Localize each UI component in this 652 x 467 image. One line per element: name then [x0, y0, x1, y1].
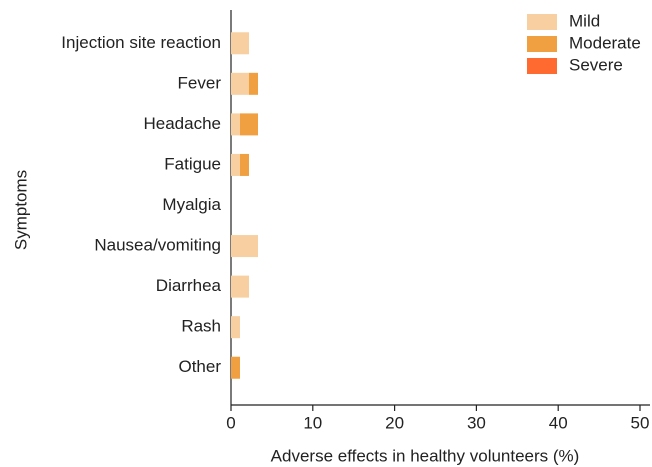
- bar-segment: [239, 153, 249, 176]
- x-tick-label: 20: [385, 413, 404, 432]
- y-tick-label: Headache: [143, 114, 221, 133]
- y-tick-label: Nausea/vomiting: [94, 236, 221, 255]
- bar-segment: [231, 316, 240, 339]
- legend-label: Mild: [569, 11, 600, 30]
- bar-segment: [248, 72, 258, 95]
- x-tick-label: 40: [549, 413, 568, 432]
- legend-label: Severe: [569, 55, 623, 74]
- x-tick-label: 10: [303, 413, 322, 432]
- bar-segment: [231, 113, 240, 136]
- legend-swatch: [527, 58, 557, 74]
- y-tick-label: Injection site reaction: [61, 33, 221, 52]
- y-tick-label: Rash: [181, 317, 221, 336]
- y-tick-label: Other: [178, 357, 221, 376]
- x-tick-label: 30: [467, 413, 486, 432]
- legend-swatch: [527, 36, 557, 52]
- bar-segment: [231, 275, 249, 298]
- x-tick-label: 50: [631, 413, 650, 432]
- y-tick-label: Diarrhea: [156, 276, 222, 295]
- x-tick-label: 0: [226, 413, 235, 432]
- bar-segment: [239, 113, 258, 136]
- y-tick-label: Myalgia: [162, 195, 221, 214]
- legend-label: Moderate: [569, 33, 641, 52]
- x-axis-title: Adverse effects in healthy volunteers (%…: [271, 446, 580, 465]
- y-tick-label: Fatigue: [164, 154, 221, 173]
- bar-segment: [231, 72, 249, 95]
- legend-swatch: [527, 14, 557, 30]
- y-axis-title: Symptoms: [11, 170, 30, 250]
- bar-segment: [231, 153, 240, 176]
- bar-segment: [231, 235, 258, 258]
- y-tick-label: Fever: [178, 73, 222, 92]
- bar-segment: [231, 356, 240, 379]
- bar-segment: [231, 32, 249, 55]
